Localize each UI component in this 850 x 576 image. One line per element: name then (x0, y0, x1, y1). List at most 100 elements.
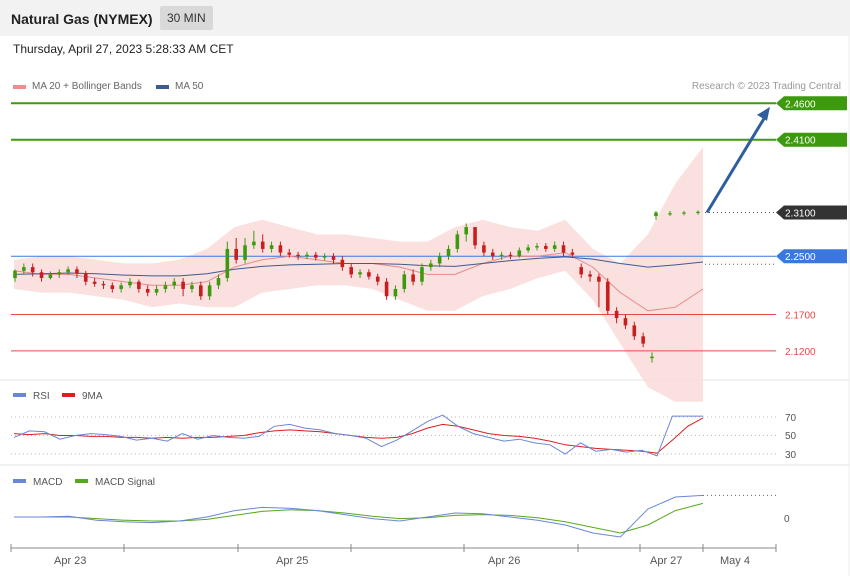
x-tick-label: Apr 25 (276, 555, 308, 567)
candle-body (101, 283, 106, 286)
candle-body (66, 269, 70, 273)
x-tick-label: Apr 27 (650, 555, 682, 567)
candle-body (696, 211, 700, 213)
candle-body (305, 254, 309, 257)
candle-body (682, 212, 686, 214)
support-value: 2.1700 (785, 310, 816, 321)
candle-body (207, 285, 212, 297)
candle-body (198, 285, 203, 297)
macd-label: MACD (33, 477, 62, 488)
rsi-ma-label: 9MA (82, 391, 103, 402)
candle-body (331, 256, 336, 260)
candle-body (526, 247, 530, 251)
macd-signal-label: MACD Signal (95, 477, 155, 488)
resistance-value: 2.4600 (785, 99, 816, 110)
current-price-value: 2.3100 (785, 209, 816, 220)
candle-body (482, 245, 486, 253)
candle-body (623, 318, 628, 326)
ma20-swatch (13, 84, 26, 89)
candle-body (225, 248, 230, 279)
macd-swatch (13, 479, 26, 483)
candle-body (654, 212, 658, 217)
rsi-tick-70: 70 (785, 413, 797, 424)
candle-body (605, 281, 610, 311)
candle-body (579, 267, 584, 275)
candle-body (110, 285, 115, 289)
candle-body (234, 248, 238, 260)
macd-line (14, 494, 704, 538)
ma50-label: MA 50 (175, 81, 204, 92)
candle-body (39, 272, 44, 279)
candle-body (641, 336, 645, 344)
candle-body (437, 256, 442, 264)
candle-body (668, 213, 672, 215)
rsi-tick-30: 30 (785, 450, 797, 461)
candle-body (13, 270, 17, 279)
candle-body (384, 281, 389, 297)
candle-body (544, 246, 548, 249)
candle-body (252, 241, 256, 246)
x-tick-label: Apr 26 (488, 555, 520, 567)
candle-body (588, 274, 592, 277)
resistance-tag (776, 132, 847, 147)
candle-body (145, 288, 150, 293)
candle-body (128, 281, 132, 286)
candle-body (314, 254, 318, 258)
candle-body (367, 272, 371, 277)
timestamp: Thursday, April 27, 2023 5:28:33 AM CET (13, 42, 234, 56)
candle-body (402, 274, 407, 289)
candle-body (278, 245, 283, 253)
legend-ma20: MA 20 + Bollinger Bands (13, 81, 142, 92)
candle-body (22, 267, 26, 271)
candle-body (455, 234, 460, 249)
legend-ma50: MA 50 (156, 81, 203, 92)
candle-body (597, 276, 601, 282)
macd-signal-line (14, 502, 704, 534)
rsi-tick-50: 50 (785, 431, 797, 442)
resistance-tag (776, 96, 847, 111)
candle-body (48, 274, 53, 279)
candle-body (517, 250, 522, 257)
ma20-label: MA 20 + Bollinger Bands (32, 81, 142, 92)
candle-body (163, 285, 168, 289)
candle-body (393, 288, 398, 297)
candle-body (216, 278, 221, 286)
candle-body (296, 254, 300, 257)
candle-body (420, 267, 424, 282)
candle-body (75, 269, 79, 274)
candle-body (340, 259, 345, 268)
rsi-line (13, 414, 703, 457)
candle-body (490, 252, 495, 257)
rsi-label: RSI (33, 391, 50, 402)
candle-body (499, 254, 504, 257)
ma50-line (13, 256, 704, 277)
pivot-tag (776, 249, 847, 264)
candle-body (269, 245, 274, 249)
x-tick-label: Apr 23 (54, 555, 86, 567)
candle-body (119, 285, 123, 289)
rsi-swatch (13, 393, 26, 397)
rsi-ma-swatch (62, 393, 75, 397)
candle-body (650, 356, 654, 359)
candle-body (243, 245, 247, 260)
candle-body (92, 281, 97, 284)
candle-body (349, 267, 353, 275)
forecast-arrow-shaft (705, 116, 767, 214)
timeframe-button[interactable]: 30 MIN (160, 6, 213, 30)
support-value: 2.1200 (785, 347, 816, 358)
macd-signal-swatch (75, 479, 88, 483)
candle-body (190, 285, 194, 289)
candle-body (411, 274, 415, 282)
candle-body (83, 273, 88, 282)
candle-body (614, 310, 619, 319)
candle-body (287, 252, 292, 255)
candle-body (473, 227, 477, 246)
pivot-value: 2.2500 (785, 252, 816, 263)
candle-body (358, 272, 362, 275)
candle-body (260, 241, 265, 249)
ma50-swatch (156, 84, 169, 89)
candle-body (375, 276, 380, 282)
resistance-value: 2.4100 (785, 136, 816, 147)
candle-body (30, 267, 35, 273)
